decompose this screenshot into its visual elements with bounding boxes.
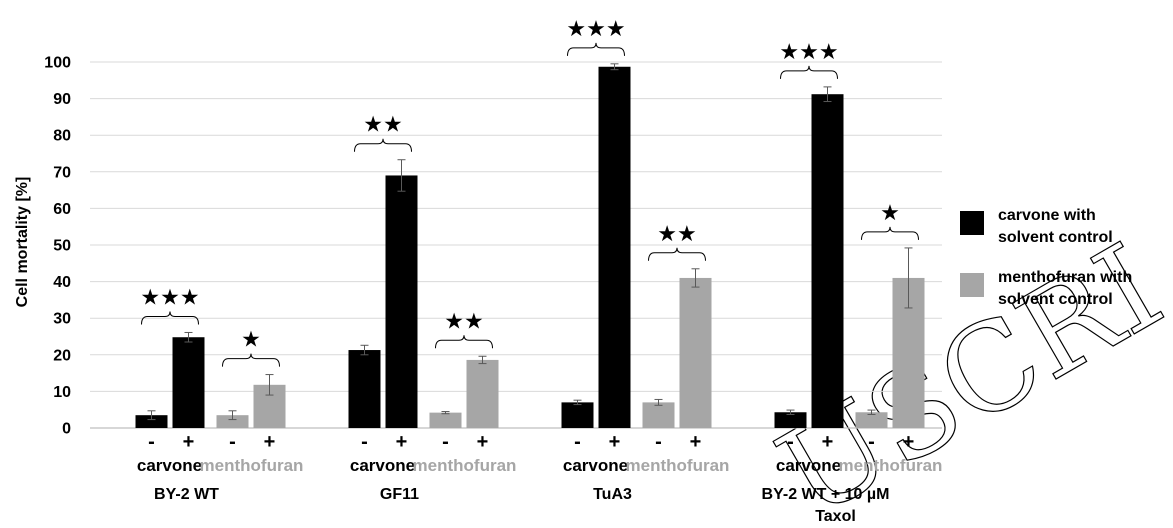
bar <box>561 402 594 428</box>
legend-label: menthofuran with solvent control <box>998 269 1132 308</box>
bar <box>855 412 888 428</box>
significance-bracket <box>648 247 706 261</box>
y-tick-label: 70 <box>53 164 71 181</box>
bar <box>216 415 249 428</box>
group-label: BY-2 WT + 10 µM Taxol <box>762 486 890 525</box>
significance-bracket <box>780 65 838 79</box>
treatment-label: - <box>574 431 581 453</box>
legend-label: carvone with solvent control <box>998 207 1113 246</box>
treatment-label: - <box>442 431 449 453</box>
y-tick-label: 10 <box>53 384 71 401</box>
y-tick-label: 80 <box>53 128 71 145</box>
bar <box>774 412 807 428</box>
treatment-label: - <box>148 431 155 453</box>
significance-bracket <box>354 138 412 152</box>
legend-swatch <box>960 211 984 235</box>
y-tick-label: 50 <box>53 238 71 255</box>
treatment-label: + <box>183 431 195 453</box>
significance-bracket <box>861 226 919 240</box>
bar <box>385 175 418 428</box>
condition-label: menthofuran <box>200 456 304 475</box>
bar <box>598 66 631 429</box>
significance-bracket <box>567 42 625 56</box>
condition-label: carvone <box>563 456 628 475</box>
significance-stars: ★★ <box>444 309 483 334</box>
condition-label: carvone <box>137 456 202 475</box>
y-tick-label: 100 <box>44 55 71 72</box>
legend-swatch <box>960 273 984 297</box>
condition-label: menthofuran <box>626 456 730 475</box>
significance-stars: ★★★ <box>779 40 838 65</box>
group-label: GF11 <box>380 486 419 503</box>
significance-stars: ★★★ <box>566 17 625 42</box>
treatment-label: - <box>868 431 875 453</box>
bar <box>172 337 205 428</box>
significance-bracket <box>222 353 280 367</box>
group-label: TuA3 <box>593 486 632 503</box>
bar <box>811 94 844 428</box>
bar <box>135 415 168 428</box>
significance-stars: ★★ <box>363 113 402 138</box>
bar <box>348 350 381 428</box>
significance-stars: ★★ <box>657 222 696 247</box>
y-tick-label: 30 <box>53 311 71 328</box>
significance-stars: ★★★ <box>140 285 199 310</box>
treatment-label: - <box>787 431 794 453</box>
bars: ★★★★★★★★★★★★★★★★★ <box>135 17 925 429</box>
treatment-label: - <box>655 431 662 453</box>
y-axis-label: Cell mortality [%] <box>14 177 31 308</box>
bar <box>679 277 712 428</box>
treatment-label: + <box>477 431 489 453</box>
treatment-label: + <box>609 431 621 453</box>
legend: carvone with solvent control menthofuran w… <box>960 207 1132 308</box>
treatment-label: + <box>690 431 702 453</box>
y-tick-label: 60 <box>53 201 71 218</box>
significance-stars: ★ <box>880 201 900 226</box>
significance-stars: ★ <box>241 328 261 353</box>
treatment-label: + <box>822 431 834 453</box>
condition-label: carvone <box>350 456 415 475</box>
y-tick-label: 20 <box>53 347 71 364</box>
bar <box>642 402 675 428</box>
treatment-label: - <box>361 431 368 453</box>
significance-bracket <box>435 335 493 349</box>
treatment-label: + <box>264 431 276 453</box>
group-label: BY-2 WT <box>154 486 219 503</box>
y-tick-label: 0 <box>62 421 71 438</box>
x-axis-labels: - + carvone - + menthofuran BY-2 WT - + carvone - +… <box>137 431 943 525</box>
condition-label: menthofuran <box>839 456 943 475</box>
bar <box>466 359 499 428</box>
y-tick-label: 40 <box>53 274 71 291</box>
bar <box>429 412 462 428</box>
condition-label: menthofuran <box>413 456 517 475</box>
significance-bracket <box>141 311 199 325</box>
y-tick-label: 90 <box>53 91 71 108</box>
treatment-label: - <box>229 431 236 453</box>
treatment-label: + <box>903 431 915 453</box>
treatment-label: + <box>396 431 408 453</box>
condition-label: carvone <box>776 456 841 475</box>
gridlines <box>90 61 942 392</box>
